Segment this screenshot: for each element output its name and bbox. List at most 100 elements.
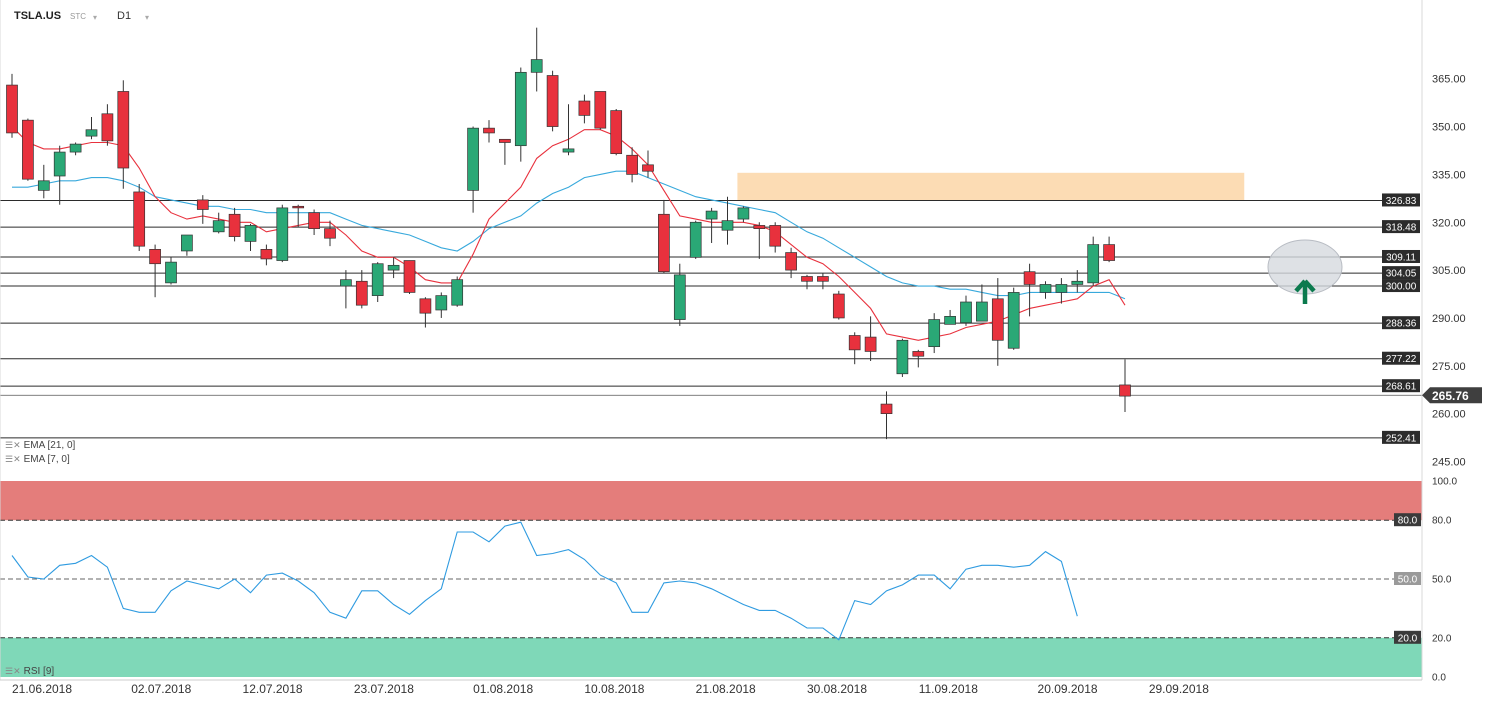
candle-bear[interactable]: [149, 244, 161, 298]
candle-bear[interactable]: [832, 290, 845, 320]
timeframe-dropdown-icon[interactable]: ▾: [145, 13, 150, 22]
candle-bull[interactable]: [467, 126, 479, 213]
candle-bull[interactable]: [69, 142, 82, 156]
candle-bear[interactable]: [22, 118, 34, 181]
candle-bear[interactable]: [260, 244, 273, 266]
candle-bear[interactable]: [658, 199, 670, 274]
legend-ema21[interactable]: ☰✕ EMA [21, 0]: [5, 440, 75, 451]
candle-body: [546, 75, 559, 127]
candle-bear[interactable]: [419, 297, 432, 328]
candle-bull[interactable]: [928, 313, 941, 354]
candle-bull[interactable]: [960, 295, 972, 326]
candle-bear[interactable]: [6, 73, 18, 138]
price-tick-label: 290.00: [1432, 313, 1466, 325]
candle-bull[interactable]: [85, 116, 98, 140]
candle-bear[interactable]: [880, 391, 893, 440]
candle-bear[interactable]: [578, 94, 591, 124]
price-tick-label: 350.00: [1432, 122, 1466, 134]
candle-bear[interactable]: [610, 109, 623, 156]
candle-bear[interactable]: [753, 222, 766, 259]
candle-bull[interactable]: [1087, 236, 1100, 287]
candle-bull[interactable]: [1071, 270, 1084, 293]
candle-bear[interactable]: [228, 207, 241, 242]
candle-bull[interactable]: [721, 196, 734, 245]
candle-body: [181, 234, 193, 252]
source-dropdown-icon[interactable]: ▾: [93, 13, 98, 22]
candle-bear[interactable]: [101, 104, 114, 146]
price-tick-label: 275.00: [1432, 361, 1466, 373]
candle-bull[interactable]: [165, 257, 177, 285]
candle-bull[interactable]: [1007, 287, 1020, 350]
date-tick-label: 02.07.2018: [131, 682, 191, 696]
candle-bull[interactable]: [37, 164, 50, 199]
candle-bear[interactable]: [626, 147, 638, 183]
rsi-tick-label: 100.0: [1432, 477, 1457, 488]
ema7-line[interactable]: [11, 126, 1126, 341]
candle-bear[interactable]: [801, 274, 813, 290]
candle-bull[interactable]: [371, 262, 384, 302]
candle-body: [165, 261, 177, 284]
candle-bull[interactable]: [244, 223, 257, 251]
candle-bear[interactable]: [912, 349, 925, 368]
candle-bear[interactable]: [308, 209, 320, 236]
candle-bear[interactable]: [1119, 359, 1131, 413]
candle-bear[interactable]: [642, 150, 654, 178]
indicator-menu-icon[interactable]: ☰✕: [5, 666, 21, 676]
level-label-text: 304.05: [1386, 269, 1417, 280]
candle-body: [403, 260, 416, 293]
indicator-menu-icon[interactable]: ☰✕: [5, 454, 21, 464]
candle-body: [689, 221, 702, 258]
candle-bull[interactable]: [1055, 278, 1068, 304]
candle-bear[interactable]: [483, 120, 495, 143]
legend-ema7[interactable]: ☰✕ EMA [7, 0]: [5, 454, 70, 465]
candle-bull[interactable]: [737, 206, 750, 223]
candle-bull[interactable]: [530, 27, 543, 92]
legend-rsi[interactable]: ☰✕ RSI [9]: [5, 666, 54, 677]
candle-bull[interactable]: [340, 270, 352, 309]
candle-body: [117, 91, 130, 169]
candle-body: [340, 279, 352, 287]
candle-bear[interactable]: [991, 278, 1004, 366]
candle-body: [133, 191, 146, 247]
candle-bull[interactable]: [451, 276, 464, 307]
rsi-line[interactable]: [11, 521, 1078, 641]
candle-bull[interactable]: [896, 338, 909, 377]
candle-bull[interactable]: [435, 292, 448, 318]
candle-bull[interactable]: [53, 145, 66, 205]
candle-bear[interactable]: [324, 220, 336, 247]
candle-bear[interactable]: [292, 204, 305, 228]
candle-bull[interactable]: [514, 67, 527, 162]
candle-bear[interactable]: [403, 260, 416, 295]
candle-bull[interactable]: [562, 104, 575, 156]
candle-body: [276, 207, 289, 261]
candle-bear[interactable]: [133, 183, 146, 251]
candle-bull[interactable]: [976, 284, 988, 322]
candle-bear[interactable]: [864, 316, 877, 362]
timeframe-label[interactable]: D1: [117, 10, 132, 22]
candle-bear[interactable]: [594, 91, 607, 130]
candle-bear[interactable]: [196, 195, 209, 224]
candle-bull[interactable]: [944, 309, 956, 325]
candle-bull[interactable]: [673, 263, 686, 326]
candle-bear[interactable]: [1023, 263, 1036, 317]
candle-bull[interactable]: [387, 257, 400, 279]
indicator-menu-icon[interactable]: ☰✕: [5, 440, 21, 450]
candle-bear[interactable]: [355, 270, 368, 309]
candle-bull[interactable]: [1039, 281, 1052, 299]
candle-bear[interactable]: [769, 222, 782, 253]
candle-bear[interactable]: [848, 332, 861, 365]
candle-bull[interactable]: [705, 207, 718, 243]
candle-bear[interactable]: [1103, 236, 1115, 263]
candle-bull[interactable]: [181, 234, 193, 256]
symbol-label[interactable]: TSLA.US: [14, 10, 62, 22]
candle-bear[interactable]: [817, 273, 829, 290]
candle-bear[interactable]: [117, 80, 130, 189]
candle-bear[interactable]: [499, 138, 511, 165]
candle-bull[interactable]: [276, 204, 289, 263]
candle-bull[interactable]: [212, 212, 225, 234]
candle-bear[interactable]: [785, 247, 797, 279]
candle-bear[interactable]: [546, 70, 559, 132]
candle-bull[interactable]: [689, 220, 702, 259]
candle-body: [387, 264, 400, 271]
